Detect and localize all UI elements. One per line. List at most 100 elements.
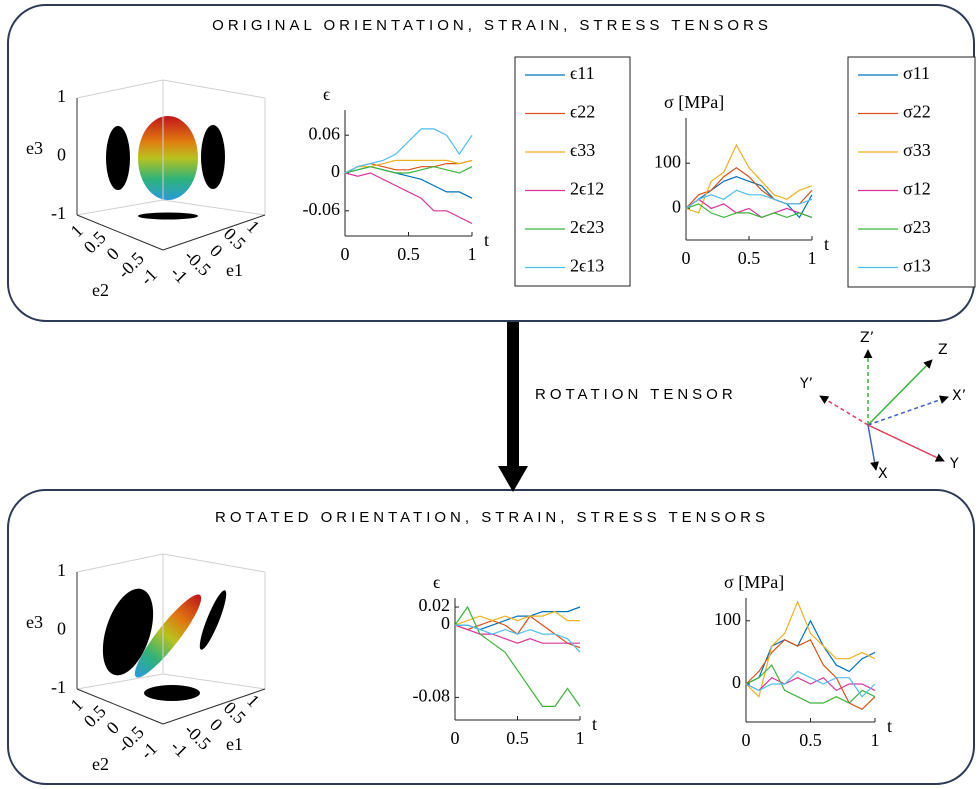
data-line (745, 619, 876, 685)
ellipsoid (138, 116, 198, 200)
legend-label: σ12 (903, 179, 931, 199)
x-axis-label: t (887, 716, 892, 736)
y-tick-label: 0 (206, 714, 227, 735)
x-tick-label: 0 (742, 730, 751, 750)
y-axis-label: ϵ (433, 572, 440, 592)
y-tick-label: 100 (654, 151, 681, 171)
z-axis-label: e3 (26, 612, 43, 632)
y-axis-label: e1 (226, 260, 243, 280)
data-line (745, 600, 876, 698)
y-tick-label: 0 (206, 240, 227, 261)
data-line (745, 670, 876, 698)
data-line (454, 624, 580, 644)
box-edge (162, 553, 266, 573)
legend-label: σ23 (903, 217, 931, 237)
x-axis-label: e2 (92, 280, 109, 300)
x-axis-label: e2 (92, 754, 109, 774)
ellipsoid (134, 594, 202, 678)
projection (201, 125, 225, 189)
box-edge (76, 199, 164, 216)
y-tick-label: -0.08 (413, 686, 451, 706)
legend-label: σ33 (903, 140, 931, 160)
z-tick-label: -1 (51, 203, 66, 223)
projection (144, 685, 200, 701)
orientation-shapes (102, 116, 227, 701)
y-tick-label: 0 (732, 672, 741, 692)
data-line (344, 159, 473, 174)
x-tick-label: 1 (468, 244, 477, 264)
x-tick-label: 1 (576, 728, 585, 748)
y-tick-label: 100 (714, 609, 741, 629)
y-tick-label: 1 (243, 216, 264, 237)
axis-line (76, 214, 164, 251)
z-tick-label: -1 (51, 677, 66, 697)
axis-label: Z (938, 342, 948, 358)
data-line (455, 624, 581, 653)
projection (138, 212, 198, 220)
x-tick-label: 0 (682, 248, 691, 268)
x-tick-label: 1 (871, 730, 880, 750)
legend-label: 2ϵ23 (570, 217, 604, 237)
panel-title: ORIGINAL ORIENTATION, STRAIN, STRESS TEN… (212, 17, 772, 34)
legend-label: ϵ33 (570, 140, 595, 160)
axis-arrow (867, 359, 933, 426)
data-line (685, 143, 813, 214)
axis-label: X (878, 466, 888, 482)
data-line (344, 166, 473, 174)
y-tick-label: 0.02 (419, 595, 451, 615)
legend-label: σ22 (903, 102, 931, 122)
y-axis-label: σ [MPa] (724, 572, 784, 592)
data-line (745, 664, 876, 704)
data-line (344, 128, 473, 174)
box-edge (162, 199, 266, 216)
box-edge (76, 79, 164, 99)
x-tick-label: 0 (451, 728, 460, 748)
axis-line (76, 688, 164, 725)
legend-box (514, 56, 631, 287)
z-tick-label: 0 (57, 145, 66, 165)
projection (199, 590, 227, 650)
x-tick-label: 0.5 (397, 244, 420, 264)
data-line (685, 203, 813, 219)
bottom-panel (7, 489, 975, 785)
x-tick-label: 0.5 (799, 730, 822, 750)
legend-label: 2ϵ12 (570, 179, 604, 199)
legend-box (847, 56, 976, 288)
box-edge (162, 79, 266, 99)
y-axis-label: e1 (226, 734, 243, 754)
projection (106, 126, 130, 190)
z-tick-label: 1 (57, 560, 66, 580)
data-line (685, 189, 813, 209)
legend-label: 2ϵ13 (570, 256, 604, 276)
axis-arrow (867, 424, 880, 471)
axis-arrow (867, 424, 945, 462)
z-tick-label: 1 (57, 86, 66, 106)
y-tick-label: 0.06 (309, 123, 341, 143)
x-axis-label: t (484, 230, 489, 250)
y-tick-label: 1 (243, 690, 264, 711)
box-edge (162, 673, 266, 690)
frame-axes (819, 349, 949, 471)
data-line (685, 166, 813, 209)
data-line (745, 676, 876, 692)
x-axis-label: t (592, 714, 597, 734)
legend-label: ϵ11 (570, 63, 595, 83)
axis-label: Y (949, 456, 959, 472)
arrow-head (498, 466, 528, 492)
box-edge (76, 553, 164, 573)
data-line (344, 172, 473, 224)
data-line (454, 605, 581, 707)
legend-label: σ11 (903, 63, 930, 83)
legend-label: σ13 (903, 256, 931, 276)
axis-arrow (867, 395, 949, 426)
y-tick-label: 0 (672, 196, 681, 216)
axis-line (162, 214, 266, 251)
y-tick-label: -0.06 (303, 199, 341, 219)
rotation-label: ROTATION TENSOR (535, 386, 737, 403)
axis-label: Z’ (860, 330, 874, 346)
axis-arrow (819, 395, 869, 426)
y-axis-label: ϵ (323, 84, 330, 104)
z-axis-label: e3 (26, 138, 43, 158)
axis-label: X’ (952, 388, 966, 404)
